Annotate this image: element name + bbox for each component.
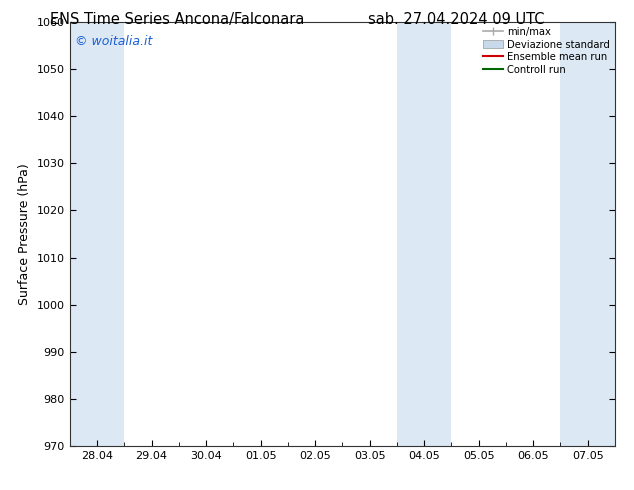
Y-axis label: Surface Pressure (hPa): Surface Pressure (hPa): [18, 163, 31, 305]
Bar: [397, 22, 451, 446]
Text: © woitalia.it: © woitalia.it: [75, 35, 153, 48]
Text: ENS Time Series Ancona/Falconara: ENS Time Series Ancona/Falconara: [50, 12, 305, 27]
Bar: [70, 22, 124, 446]
Bar: [560, 22, 615, 446]
Legend: min/max, Deviazione standard, Ensemble mean run, Controll run: min/max, Deviazione standard, Ensemble m…: [481, 25, 612, 76]
Text: sab. 27.04.2024 09 UTC: sab. 27.04.2024 09 UTC: [368, 12, 545, 27]
